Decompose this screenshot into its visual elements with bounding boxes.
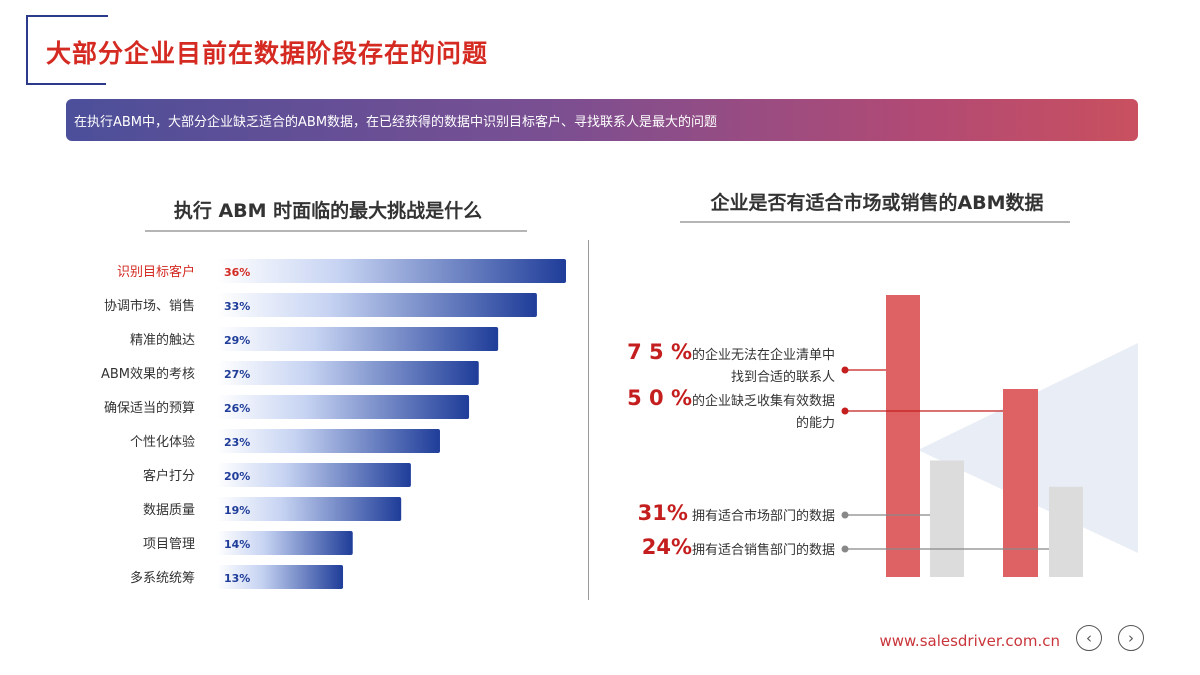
value-label-7: 19%: [224, 504, 250, 517]
summary-banner-text: 在执行ABM中，大部分企业缺乏适合的ABM数据，在已经获得的数据中识别目标客户、…: [74, 115, 718, 130]
abm-bar-1: [930, 460, 964, 577]
bar-0: [217, 259, 566, 283]
chart-divider: [588, 240, 589, 600]
value-label-4: 26%: [224, 402, 250, 415]
bar-4: [217, 395, 470, 419]
summary-banner: 在执行ABM中，大部分企业缺乏适合的ABM数据，在已经获得的数据中识别目标客户、…: [66, 99, 1138, 141]
title-frame-bottom: [26, 83, 106, 85]
right-chart-title: 企业是否有适合市场或销售的ABM数据: [710, 192, 1044, 214]
callout-dot-1: [841, 407, 849, 415]
right-chart-title-underline: [680, 221, 1070, 223]
callout-line2-1: 的能力: [796, 415, 835, 431]
value-label-9: 13%: [224, 572, 250, 585]
category-label-7: 数据质量: [143, 503, 195, 518]
abm-bar-3: [1049, 486, 1083, 577]
callout-line2-0: 找到合适的联系人: [731, 369, 835, 385]
title-frame-corner: [26, 15, 108, 85]
value-label-8: 14%: [224, 538, 250, 551]
callout-1: 5 0 %的企业缺乏收集有效数据: [627, 386, 835, 410]
category-label-6: 客户打分: [143, 468, 195, 484]
callout-3: 24%拥有适合销售部门的数据: [642, 535, 835, 559]
abm-bar-2: [1003, 389, 1038, 577]
category-label-2: 精准的触达: [130, 332, 195, 348]
category-label-9: 多系统统筹: [130, 570, 195, 586]
value-label-3: 27%: [224, 368, 250, 381]
bar-1: [217, 293, 537, 317]
challenges-bar-chart: 识别目标客户 36% 协调市场、销售 33% 精准的触达 29% ABM效果的考核 27% 确保…: [101, 259, 566, 589]
bar-9: [217, 565, 344, 589]
value-label-0: 36%: [224, 266, 250, 279]
category-label-3: ABM效果的考核: [101, 366, 195, 382]
next-button[interactable]: ›: [1118, 625, 1144, 651]
bar-7: [217, 497, 402, 521]
left-chart-title-underline: [145, 230, 527, 232]
bar-6: [217, 463, 411, 487]
value-label-5: 23%: [224, 436, 250, 449]
footer-url[interactable]: www.salesdriver.com.cn: [879, 632, 1061, 650]
category-label-5: 个性化体验: [130, 434, 195, 450]
category-label-8: 项目管理: [143, 537, 195, 552]
bar-5: [217, 429, 440, 453]
callout-dot-2: [841, 511, 849, 519]
chevron-right-icon: ›: [1128, 629, 1134, 647]
bar-2: [217, 327, 499, 351]
bar-3: [217, 361, 479, 385]
chevron-left-icon: ‹: [1086, 629, 1092, 647]
category-label-4: 确保适当的预算: [104, 400, 195, 416]
category-label-1: 协调市场、销售: [104, 298, 195, 314]
value-label-2: 29%: [224, 334, 250, 347]
callout-dot-0: [841, 366, 849, 374]
bar-8: [217, 531, 353, 555]
callout-0: 7 5 %的企业无法在企业清单中: [627, 340, 835, 364]
page-title: 大部分企业目前在数据阶段存在的问题: [46, 39, 489, 68]
value-label-6: 20%: [224, 470, 250, 483]
prev-button[interactable]: ‹: [1076, 625, 1102, 651]
abm-bar-0: [886, 295, 920, 577]
left-chart-title: 执行 ABM 时面临的最大挑战是什么: [173, 200, 483, 222]
category-label-0: 识别目标客户: [117, 264, 195, 280]
value-label-1: 33%: [224, 300, 250, 313]
callout-2: 31% 拥有适合市场部门的数据: [638, 501, 835, 525]
callout-dot-3: [841, 545, 849, 553]
